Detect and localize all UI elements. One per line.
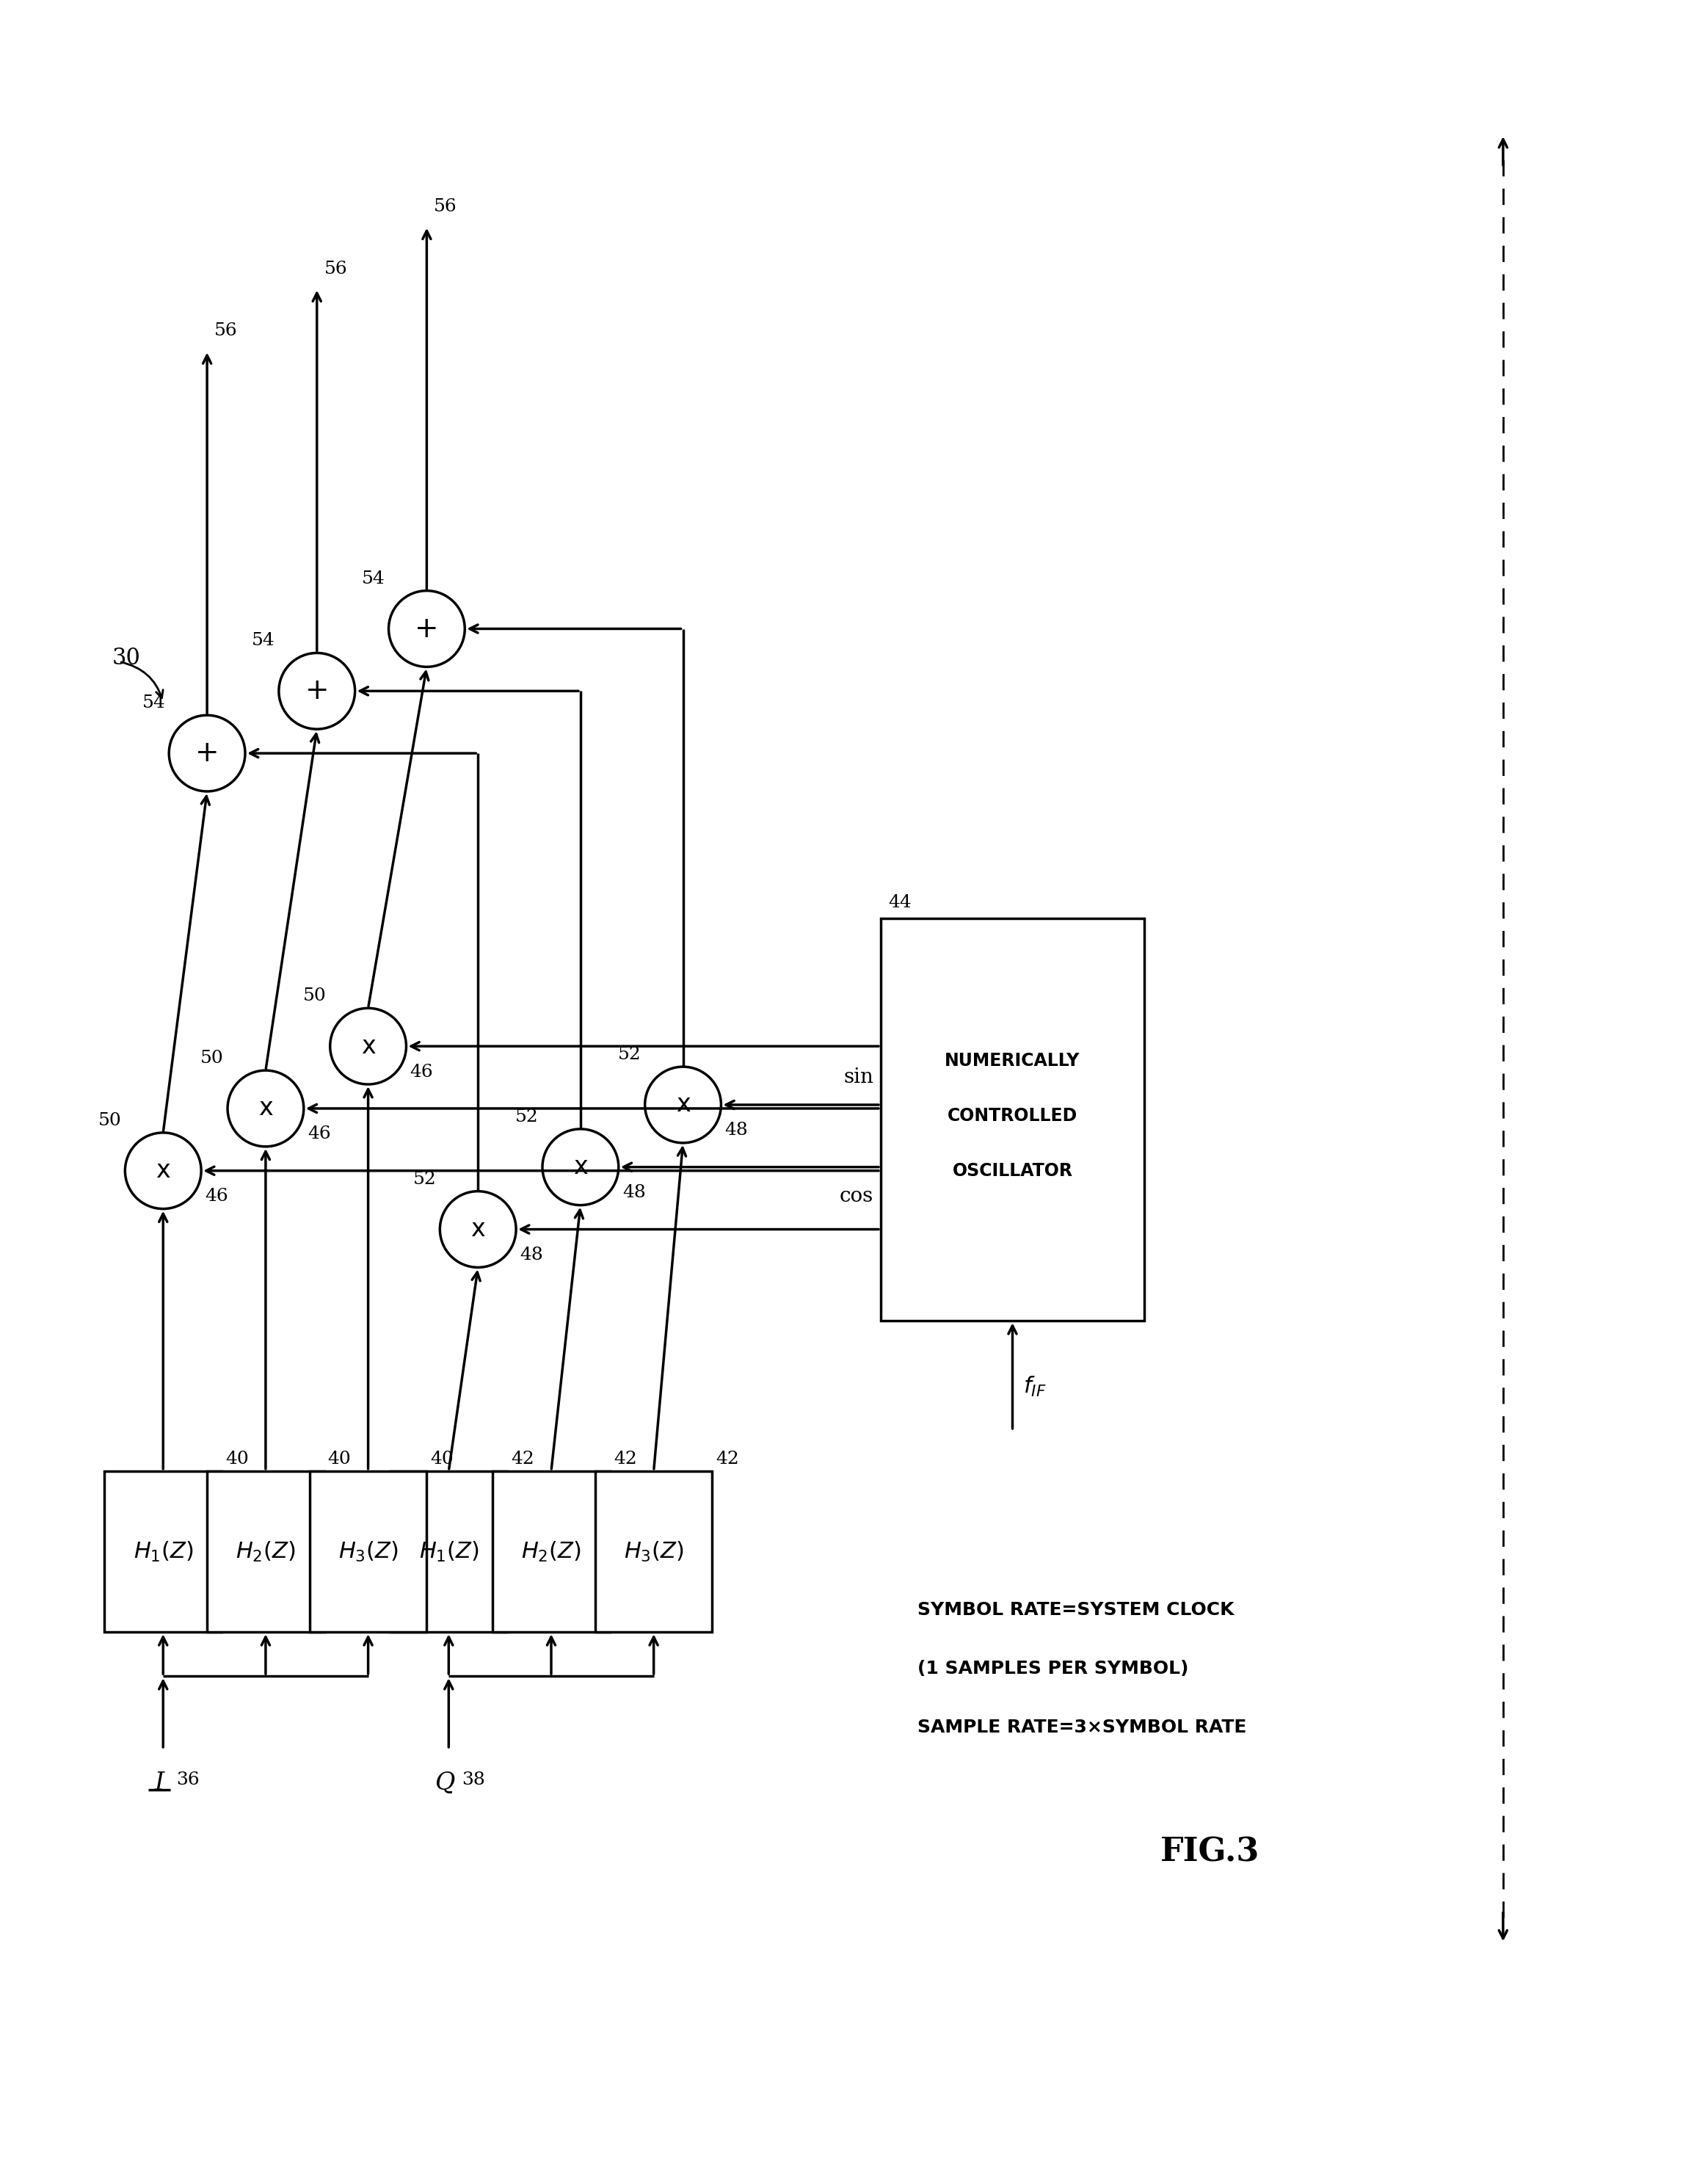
Text: x: x	[573, 1155, 588, 1179]
Text: x: x	[361, 1033, 375, 1059]
Text: cos: cos	[839, 1186, 873, 1206]
Bar	[493, 1472, 610, 1631]
Text: 56: 56	[215, 323, 237, 339]
Text: 46: 46	[205, 1188, 228, 1206]
Text: NUMERICALLY: NUMERICALLY	[945, 1053, 1081, 1070]
Text: 42: 42	[512, 1450, 534, 1468]
Text: 52: 52	[515, 1109, 539, 1125]
Bar	[881, 917, 1144, 1321]
Text: OSCILLATOR: OSCILLATOR	[953, 1162, 1072, 1179]
Text: FIG.3: FIG.3	[1161, 1837, 1260, 1867]
Text: CONTROLLED: CONTROLLED	[948, 1107, 1078, 1125]
Text: (1 SAMPLES PER SYMBOL): (1 SAMPLES PER SYMBOL)	[917, 1660, 1188, 1677]
Text: 30: 30	[113, 646, 140, 670]
Text: $H_3(Z)$: $H_3(Z)$	[338, 1540, 397, 1564]
Text: $H_2(Z)$: $H_2(Z)$	[522, 1540, 581, 1564]
Text: 38: 38	[462, 1771, 486, 1789]
Text: x: x	[675, 1092, 691, 1116]
Text: 54: 54	[361, 570, 385, 587]
Text: I: I	[155, 1771, 164, 1795]
Text: 46: 46	[409, 1064, 433, 1081]
Text: 50: 50	[303, 987, 326, 1005]
Text: x: x	[155, 1160, 170, 1184]
Text: 56: 56	[435, 199, 457, 214]
Text: 56: 56	[324, 260, 348, 277]
Text: $H_2(Z)$: $H_2(Z)$	[235, 1540, 295, 1564]
Text: 44: 44	[888, 893, 910, 911]
Bar	[390, 1472, 508, 1631]
Text: 48: 48	[622, 1184, 646, 1201]
Text: 40: 40	[430, 1450, 454, 1468]
Text: +: +	[305, 677, 329, 705]
Text: 52: 52	[617, 1046, 641, 1064]
Text: 50: 50	[99, 1112, 121, 1129]
Text: 40: 40	[327, 1450, 351, 1468]
Text: 42: 42	[614, 1450, 636, 1468]
Text: sin: sin	[844, 1068, 873, 1088]
Bar	[595, 1472, 713, 1631]
Text: 50: 50	[201, 1051, 223, 1066]
Text: 48: 48	[725, 1123, 748, 1138]
Text: SYMBOL RATE=SYSTEM CLOCK: SYMBOL RATE=SYSTEM CLOCK	[917, 1601, 1234, 1618]
Text: SAMPLE RATE=3×SYMBOL RATE: SAMPLE RATE=3×SYMBOL RATE	[917, 1719, 1246, 1736]
Text: Q: Q	[435, 1771, 455, 1795]
Text: 52: 52	[413, 1171, 436, 1188]
Text: 54: 54	[142, 695, 165, 712]
Bar	[104, 1472, 222, 1631]
Text: 54: 54	[252, 633, 275, 649]
Text: +: +	[414, 616, 438, 642]
Text: +: +	[194, 740, 218, 767]
Bar	[206, 1472, 324, 1631]
Text: 48: 48	[520, 1247, 542, 1262]
Text: $H_1(Z)$: $H_1(Z)$	[419, 1540, 479, 1564]
Text: 42: 42	[716, 1450, 740, 1468]
Text: 40: 40	[225, 1450, 249, 1468]
Text: x: x	[259, 1096, 273, 1120]
Text: x: x	[471, 1216, 486, 1241]
Text: 46: 46	[307, 1125, 331, 1142]
Text: $H_1(Z)$: $H_1(Z)$	[133, 1540, 193, 1564]
Bar	[310, 1472, 426, 1631]
Text: 36: 36	[176, 1771, 199, 1789]
Text: $H_3(Z)$: $H_3(Z)$	[624, 1540, 684, 1564]
Text: $f_{IF}$: $f_{IF}$	[1023, 1376, 1047, 1398]
